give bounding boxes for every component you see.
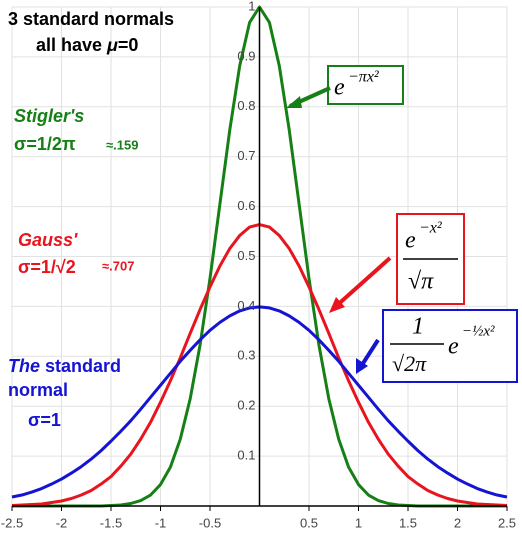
label: The standard [8,356,121,376]
label-part: The [8,356,40,376]
label: σ=1/√2 [18,257,76,277]
formula-box [327,65,404,105]
title-line: 3 standard normals [8,9,174,29]
formula: e [448,334,459,360]
y-tick-label: 0.4 [237,298,255,313]
formula-box [382,309,518,383]
y-tick-label: 1 [248,0,255,13]
x-tick-label: -2.5 [1,515,23,530]
y-tick-label: 0.9 [237,48,255,63]
y-tick-label: 0.5 [237,248,255,263]
label: Stigler's [14,106,84,126]
label-part: standard [40,356,121,376]
y-tick-label: 0.2 [237,398,255,413]
arrow-head [356,358,368,374]
title-part: =0 [118,35,139,55]
label: normal [8,380,68,400]
title-line: all have μ=0 [36,35,138,55]
x-tick-label: 1.5 [399,515,417,530]
y-tick-label: 0.6 [237,198,255,213]
label: ≈.707 [102,258,134,273]
y-tick-label: 0.1 [237,448,255,463]
x-tick-label: 0.5 [300,515,318,530]
y-tick-label: 0.3 [237,348,255,363]
arrow-head [329,297,345,313]
title-part: μ [106,35,118,55]
label: Gauss' [18,230,78,250]
formula: 1 [412,314,424,340]
x-tick-label: 2 [454,515,461,530]
x-tick-label: 1 [355,515,362,530]
x-tick-label: 2.5 [498,515,516,530]
x-tick-label: -1 [155,515,167,530]
formula: e [405,228,416,254]
y-tick-label: 0.7 [237,148,255,163]
formula: −x² [419,220,443,237]
formula: −½x² [462,323,495,339]
formula: √π [408,269,434,295]
y-tick-label: 0.8 [237,98,255,113]
x-tick-label: -1.5 [100,515,122,530]
title-part: all have [36,35,107,55]
x-tick-label: -2 [56,515,68,530]
arrow [332,256,392,310]
formula: e [334,75,345,101]
label: σ=1 [28,410,61,430]
formula: −πx² [348,69,380,86]
x-tick-label: -0.5 [199,515,221,530]
label: ≈.159 [106,137,138,152]
formula: √2π [392,351,427,376]
arrow-head [286,96,302,108]
label: σ=1/2π [14,134,76,154]
